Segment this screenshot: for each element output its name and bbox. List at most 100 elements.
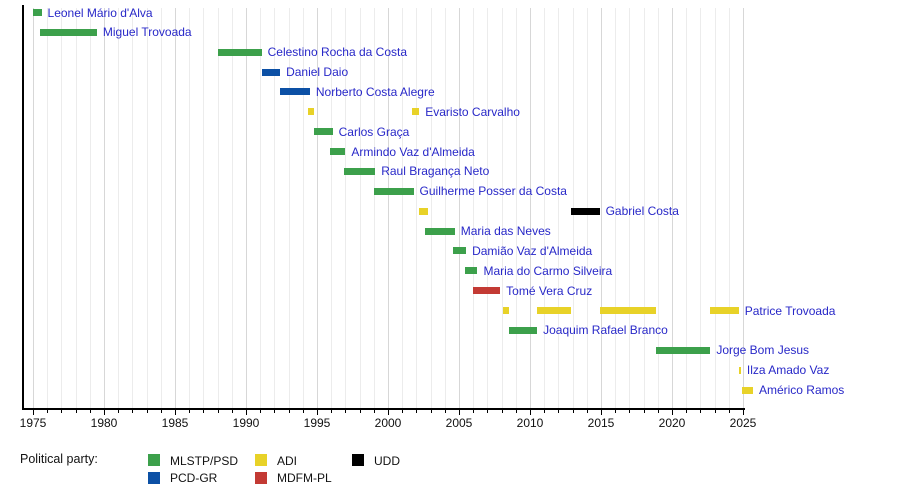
term-bar [656, 346, 711, 354]
term-bar [453, 247, 467, 255]
axis-tick [416, 409, 418, 413]
axis-tick [203, 409, 205, 413]
axis-tick-label: 2020 [658, 416, 686, 430]
gridline [260, 8, 262, 408]
pm-name-label: Evaristo Carvalho [425, 104, 520, 119]
legend-label: ADI [277, 453, 298, 468]
axis-tick [61, 409, 63, 413]
gridline [700, 8, 702, 408]
gridline [487, 8, 489, 408]
term-bar [217, 48, 262, 56]
gridline [132, 8, 134, 408]
gridline [402, 8, 404, 408]
axis-tick-label: 2000 [374, 416, 402, 430]
gridline [33, 8, 34, 408]
legend-title: Political party: [20, 452, 98, 466]
gridline [459, 8, 460, 408]
gridline [558, 8, 560, 408]
term-bar [464, 267, 478, 275]
axis-tick [47, 409, 49, 413]
gridline [288, 8, 290, 408]
axis-tick [359, 409, 361, 413]
gridline [317, 8, 318, 408]
term-bar [473, 287, 501, 295]
gridline [160, 8, 162, 408]
legend-label: PCD-GR [170, 471, 218, 485]
term-bar [373, 187, 414, 195]
gridline [175, 8, 176, 408]
gridline [643, 8, 645, 408]
pm-name-label: Américo Ramos [758, 383, 845, 398]
term-bar [508, 326, 538, 334]
pm-name-label: Raul Bragança Neto [381, 164, 490, 179]
gridline [189, 8, 191, 408]
pm-name-label: Gabriel Costa [605, 204, 679, 219]
term-bar [710, 307, 739, 315]
axis-tick [189, 409, 191, 413]
pm-name-label: Leonel Mário d'Alva [47, 5, 153, 20]
axis-tick [473, 409, 475, 413]
term-bar [424, 227, 455, 235]
term-bar [343, 167, 376, 175]
axis-tick [686, 409, 688, 413]
axis-tick [629, 409, 631, 413]
gridline [359, 8, 361, 408]
axis-tick [331, 409, 333, 413]
pm-name-label: Damião Vaz d'Almeida [472, 243, 593, 258]
legend-swatch [352, 454, 364, 466]
pm-name-label: Guilherme Posser da Costa [419, 184, 567, 199]
gridline [345, 8, 347, 408]
legend-label: MDFM-PL [277, 471, 332, 485]
axis-tick-label: 2015 [587, 416, 615, 430]
term-bar [308, 108, 315, 116]
gridline [444, 8, 446, 408]
axis-tick-label: 2025 [729, 416, 757, 430]
axis-tick [75, 409, 77, 413]
axis-tick [246, 409, 247, 415]
gridline [146, 8, 148, 408]
axis-tick-label: 1985 [161, 416, 189, 430]
term-bar [419, 207, 428, 215]
y-axis-line [22, 5, 24, 408]
gridline [246, 8, 247, 408]
axis-tick [118, 409, 120, 413]
gridline [302, 8, 304, 408]
axis-tick [672, 409, 673, 415]
axis-tick [487, 409, 489, 413]
axis-tick [274, 409, 276, 413]
term-bar [33, 9, 42, 16]
axis-tick-label: 1980 [90, 416, 118, 430]
pm-name-label: Ilza Amado Vaz [746, 363, 830, 378]
gridline [657, 8, 659, 408]
axis-tick [657, 409, 659, 413]
x-axis-line [22, 408, 745, 410]
term-bar [503, 307, 509, 315]
axis-tick [373, 409, 375, 413]
gridline [728, 8, 730, 408]
axis-tick [260, 409, 262, 413]
gridline [714, 8, 716, 408]
axis-tick [132, 409, 134, 413]
gridline [544, 8, 546, 408]
pm-name-label: Jorge Bom Jesus [716, 343, 810, 358]
axis-tick-label: 1995 [303, 416, 331, 430]
axis-tick [643, 409, 645, 413]
gridline [373, 8, 375, 408]
term-bar [537, 307, 572, 315]
pm-name-label: Maria das Neves [460, 224, 551, 239]
term-bar [314, 128, 333, 136]
gridline [231, 8, 233, 408]
pm-name-label: Celestino Rocha da Costa [267, 45, 408, 60]
pm-name-label: Armindo Vaz d'Almeida [351, 144, 475, 159]
term-bar [412, 108, 420, 116]
gridline [629, 8, 631, 408]
gridline [203, 8, 205, 408]
gridline [473, 8, 475, 408]
gridline [61, 8, 63, 408]
axis-tick [430, 409, 432, 413]
axis-tick [515, 409, 517, 413]
gridline [430, 8, 432, 408]
legend-swatch [148, 471, 160, 484]
gridline [501, 8, 503, 408]
pm-name-label: Joaquim Rafael Branco [543, 323, 668, 338]
